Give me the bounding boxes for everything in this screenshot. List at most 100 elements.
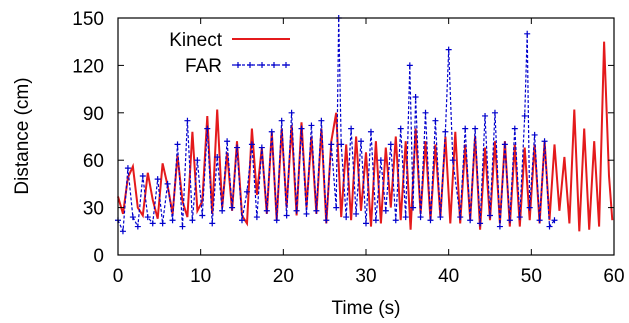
x-tick-label: 40: [438, 266, 459, 287]
data-point-far: [467, 217, 473, 223]
data-point-far: [120, 228, 126, 234]
data-point-far: [378, 157, 384, 163]
data-point-far: [432, 118, 438, 124]
legend-marker-far: [247, 62, 253, 68]
data-point-far: [537, 217, 543, 223]
data-point-far: [125, 165, 131, 171]
data-point-far: [289, 110, 295, 116]
data-point-far: [274, 217, 280, 223]
data-point-far: [358, 138, 364, 144]
data-point-far: [413, 94, 419, 100]
data-point-far: [388, 141, 394, 147]
data-point-far: [259, 145, 265, 151]
legend-marker-far: [259, 62, 265, 68]
y-axis-label: Distance (cm): [12, 77, 33, 194]
data-point-far: [527, 205, 533, 211]
data-point-far: [160, 220, 166, 226]
data-point-far: [427, 217, 433, 223]
legend: Kinect FAR: [169, 30, 290, 77]
data-point-far: [512, 126, 518, 132]
data-point-far: [303, 211, 309, 217]
data-point-far: [229, 205, 235, 211]
data-point-far: [446, 47, 452, 53]
y-tick-label: 120: [72, 56, 104, 77]
data-point-far: [353, 211, 359, 217]
data-point-far: [487, 213, 493, 219]
data-point-far: [130, 214, 136, 220]
data-point-far: [313, 208, 319, 214]
data-point-far: [284, 213, 290, 219]
data-point-far: [502, 141, 508, 147]
data-point-far: [338, 141, 344, 147]
data-point-far: [457, 214, 463, 220]
y-tick-label: 0: [93, 246, 104, 267]
data-point-far: [299, 126, 305, 132]
x-tick-label: 10: [190, 266, 211, 287]
data-point-far: [279, 118, 285, 124]
data-point-far: [383, 208, 389, 214]
data-point-far: [269, 129, 275, 135]
data-point-far: [254, 214, 260, 220]
data-point-far: [328, 141, 334, 147]
data-point-far: [165, 181, 171, 187]
data-point-far: [398, 126, 404, 132]
legend-marker-far: [271, 62, 277, 68]
data-point-far: [323, 217, 329, 223]
data-point-far: [140, 173, 146, 179]
data-point-far: [507, 217, 513, 223]
legend-label-kinect: Kinect: [169, 30, 223, 51]
y-axis: 0 30 60 90 120 150: [72, 9, 614, 267]
data-point-far: [204, 126, 210, 132]
data-point-far: [393, 217, 399, 223]
x-tick-label: 20: [273, 266, 294, 287]
x-tick-label: 30: [355, 266, 376, 287]
y-tick-label: 90: [83, 104, 104, 125]
data-point-far: [155, 176, 161, 182]
data-point-far: [407, 62, 413, 68]
y-tick-label: 150: [72, 9, 104, 30]
data-point-far: [264, 208, 270, 214]
data-point-far: [368, 129, 374, 135]
data-point-far: [333, 205, 339, 211]
data-point-far: [175, 141, 181, 147]
legend-marker-far: [283, 62, 289, 68]
data-point-far: [170, 217, 176, 223]
data-point-far: [524, 31, 530, 37]
data-point-far: [308, 122, 314, 128]
data-point-far: [482, 113, 488, 119]
data-point-far: [517, 214, 523, 220]
data-point-far: [547, 224, 553, 230]
data-point-far: [209, 220, 215, 226]
data-point-far: [189, 217, 195, 223]
data-point-far: [373, 217, 379, 223]
data-point-far: [492, 110, 498, 116]
data-point-far: [532, 132, 538, 138]
data-point-far: [184, 118, 190, 124]
data-point-far: [294, 208, 300, 214]
data-point-far: [477, 220, 483, 226]
data-point-far: [522, 113, 528, 119]
data-point-far: [363, 220, 369, 226]
data-point-far: [135, 224, 141, 230]
y-tick-label: 60: [83, 151, 104, 172]
data-point-far: [348, 126, 354, 132]
data-point-far: [224, 138, 230, 144]
data-point-far: [462, 126, 468, 132]
x-tick-label: 0: [113, 266, 124, 287]
data-point-far: [318, 118, 324, 124]
legend-label-far: FAR: [185, 56, 222, 77]
legend-marker-far: [235, 62, 241, 68]
data-point-far: [418, 214, 424, 220]
data-point-far: [219, 208, 225, 214]
data-point-far: [442, 129, 448, 135]
data-point-far: [179, 224, 185, 230]
x-tick-label: 60: [603, 266, 624, 287]
data-point-far: [234, 145, 240, 151]
data-point-far: [472, 126, 478, 132]
data-point-far: [497, 224, 503, 230]
data-point-far: [423, 110, 429, 116]
data-point-far: [450, 157, 456, 163]
data-point-far: [403, 214, 409, 220]
data-point-far: [343, 214, 349, 220]
data-point-far: [199, 213, 205, 219]
